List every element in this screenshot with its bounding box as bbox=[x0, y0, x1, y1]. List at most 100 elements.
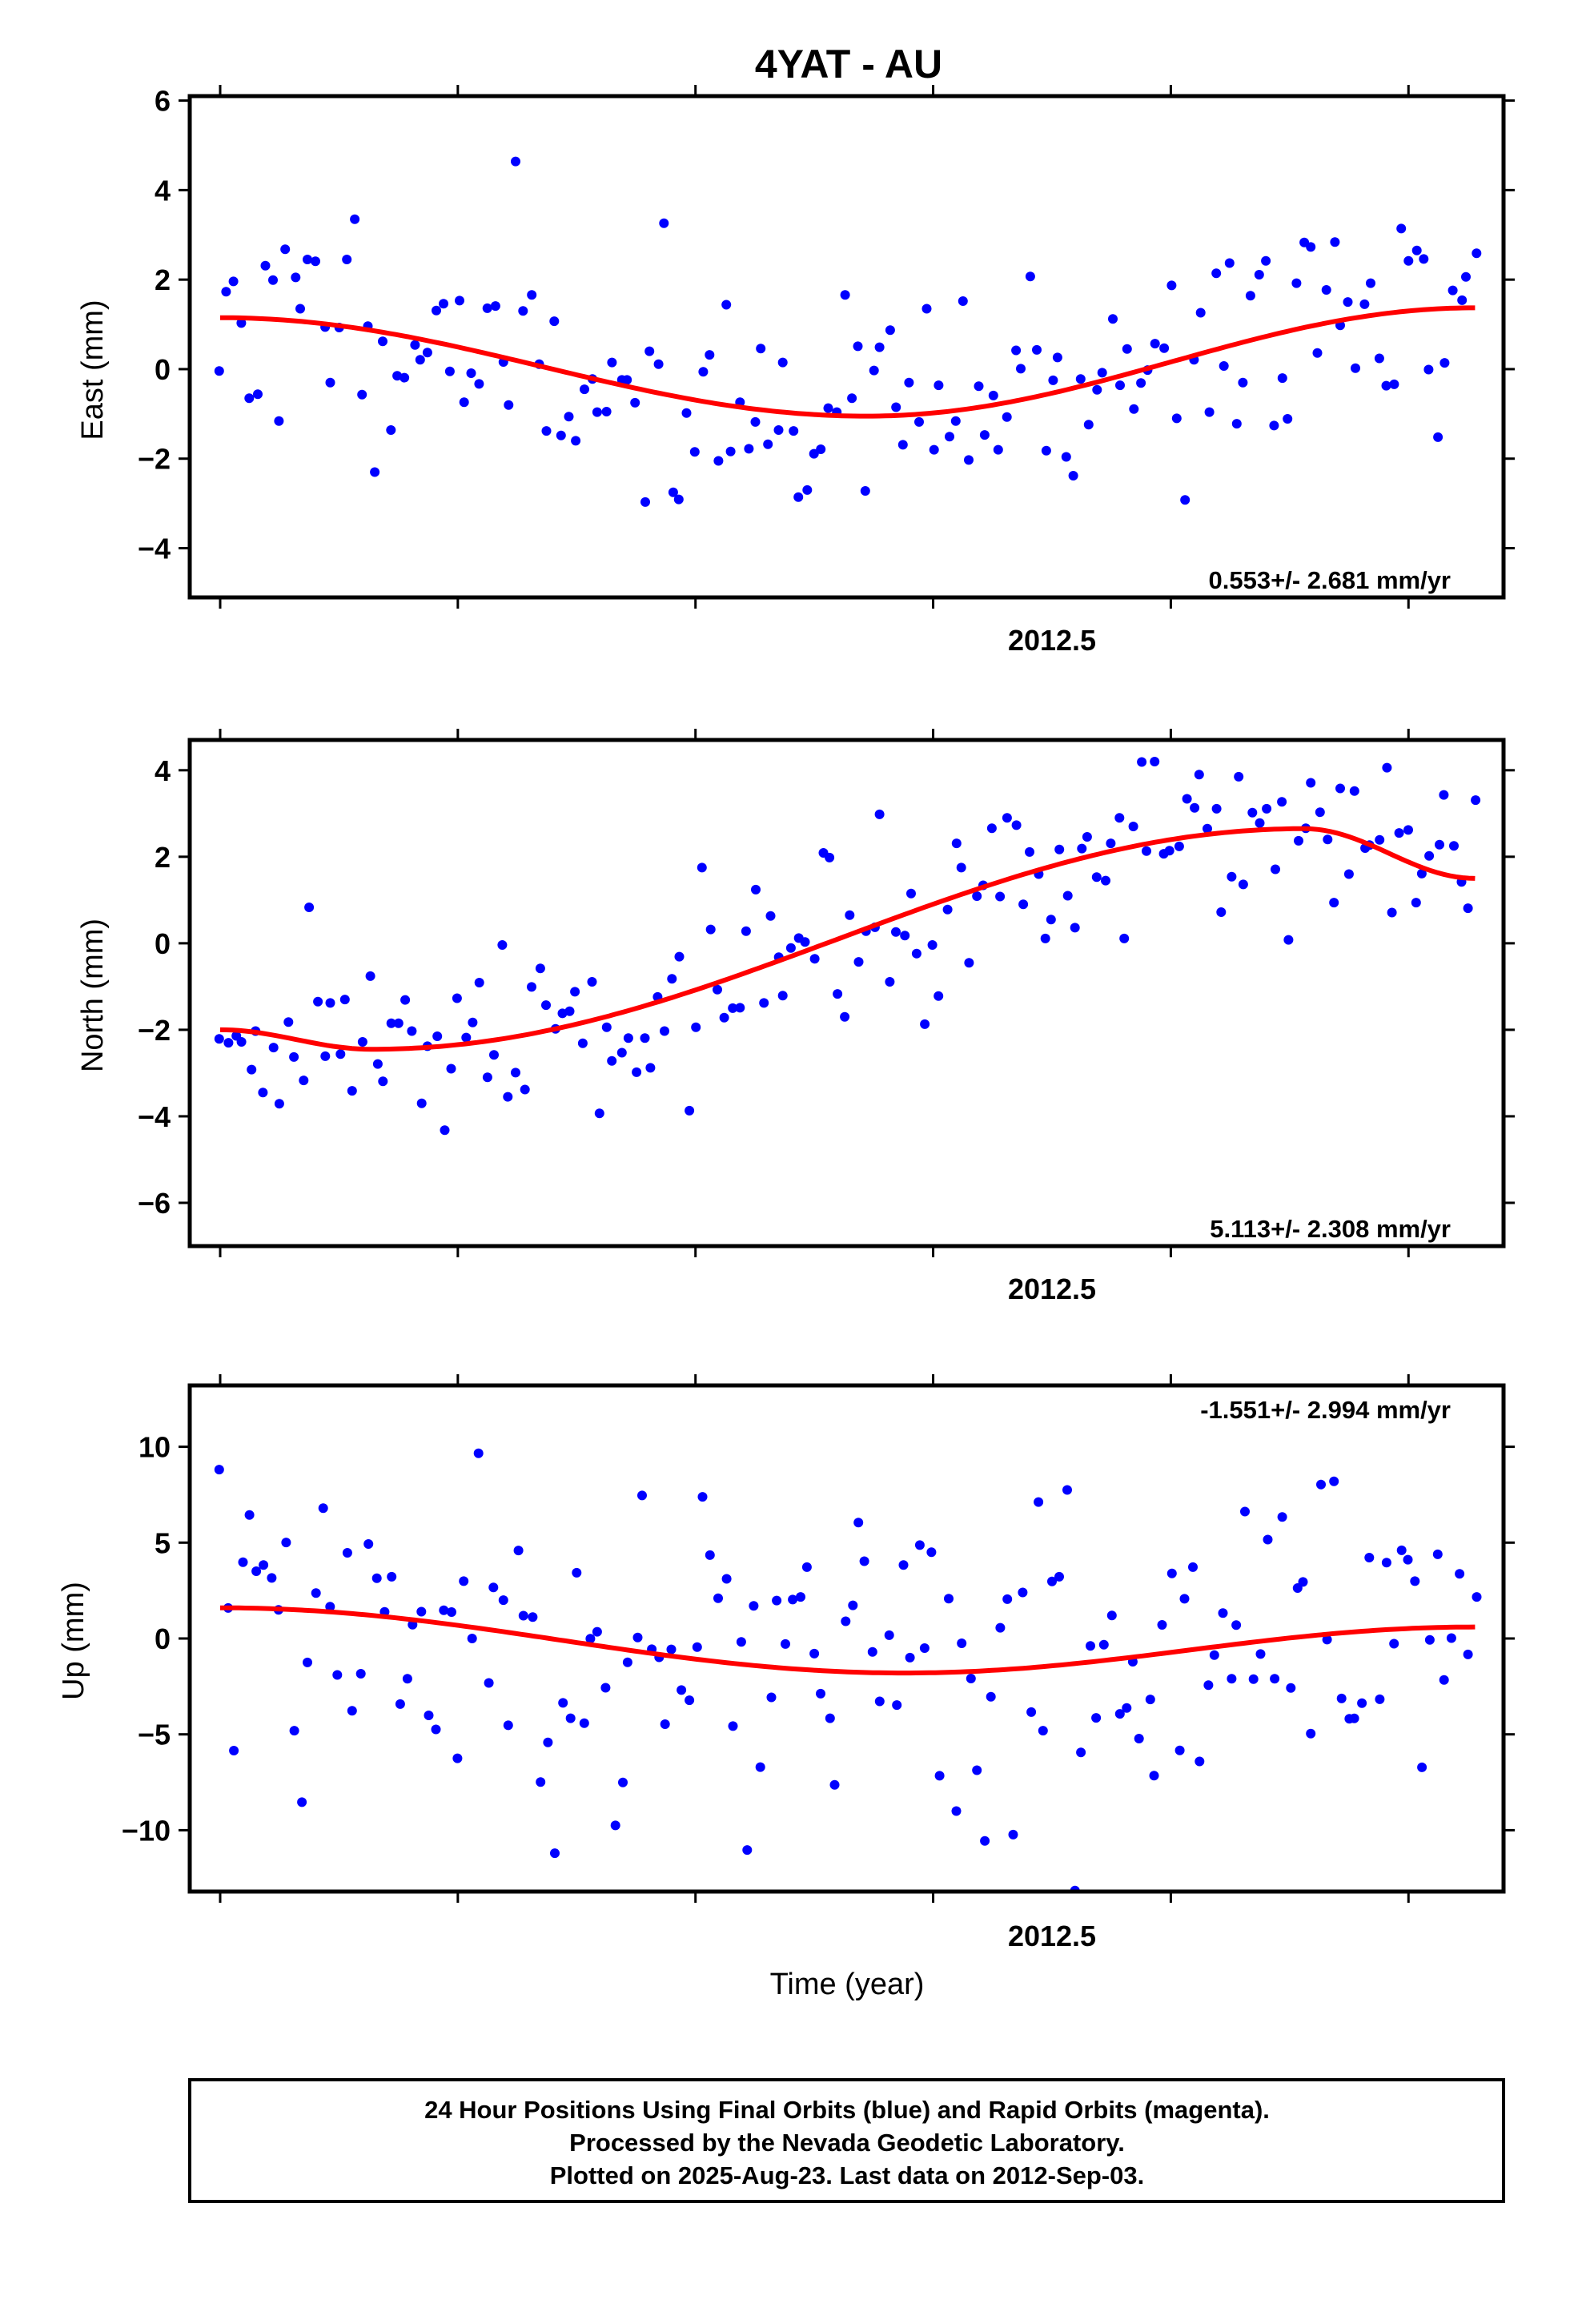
north-data-point bbox=[440, 1125, 450, 1136]
east-data-point bbox=[853, 341, 863, 352]
east-data-point bbox=[1108, 314, 1118, 324]
north-data-point bbox=[759, 998, 769, 1008]
north-data-point bbox=[1082, 832, 1092, 842]
north-data-point bbox=[667, 974, 677, 984]
east-data-point bbox=[1092, 384, 1102, 395]
east-data-point bbox=[415, 355, 425, 365]
up-data-point bbox=[825, 1713, 835, 1723]
east-fit-curve bbox=[220, 305, 1476, 419]
up-data-point bbox=[1424, 1634, 1435, 1645]
up-data-point bbox=[1209, 1650, 1219, 1660]
north-data-point bbox=[972, 891, 982, 901]
up-rate-label: -1.551+/- 2.994 mm/yr bbox=[1200, 1396, 1451, 1424]
up-y-tick-label: −5 bbox=[138, 1719, 171, 1751]
north-data-point bbox=[1119, 933, 1130, 943]
up-data-point bbox=[387, 1571, 397, 1582]
up-data-point bbox=[796, 1592, 805, 1602]
east-data-point bbox=[592, 407, 602, 417]
east-data-point bbox=[934, 380, 944, 391]
up-data-point bbox=[622, 1657, 632, 1667]
east-data-point bbox=[1321, 285, 1331, 295]
north-data-point bbox=[1247, 807, 1258, 818]
up-frame bbox=[187, 1383, 1506, 1894]
up-data-point bbox=[1439, 1675, 1449, 1685]
east-data-point bbox=[1052, 352, 1062, 363]
north-data-point bbox=[956, 862, 966, 873]
up-data-point bbox=[1240, 1506, 1250, 1517]
up-data-point bbox=[1263, 1534, 1273, 1545]
north-data-point bbox=[461, 1032, 472, 1043]
east-data-point bbox=[474, 379, 484, 389]
east-data-point bbox=[793, 492, 804, 502]
up-data-point bbox=[859, 1556, 869, 1566]
east-data-point bbox=[653, 359, 664, 369]
north-data-point bbox=[964, 958, 974, 968]
up-data-point bbox=[1381, 1558, 1391, 1568]
north-data-point bbox=[1174, 841, 1184, 851]
east-data-point bbox=[1269, 420, 1279, 431]
up-data-point bbox=[914, 1540, 925, 1550]
up-data-point bbox=[742, 1845, 753, 1856]
north-data-point bbox=[906, 888, 916, 899]
footer-line-1: 24 Hour Positions Using Final Orbits (bl… bbox=[424, 2096, 1270, 2124]
north-data-point bbox=[785, 943, 796, 953]
up-data-point bbox=[332, 1670, 343, 1680]
up-y-tick-label: 10 bbox=[139, 1431, 171, 1464]
up-data-point bbox=[1195, 1756, 1205, 1767]
east-data-point bbox=[921, 304, 932, 314]
north-data-point bbox=[1182, 794, 1192, 804]
up-data-point bbox=[1463, 1649, 1473, 1659]
up-data-point bbox=[1018, 1587, 1028, 1598]
east-data-point bbox=[673, 494, 684, 505]
east-data-point bbox=[874, 342, 885, 352]
east-data-point bbox=[644, 346, 655, 356]
north-panel: 5.113+/- 2.308 mm/yr North (mm) 2012.5 4… bbox=[76, 729, 1515, 1305]
east-data-point bbox=[386, 425, 396, 435]
east-data-point bbox=[1283, 414, 1293, 424]
north-data-point bbox=[1349, 786, 1359, 796]
up-data-point bbox=[1188, 1562, 1198, 1572]
north-data-point bbox=[247, 1064, 257, 1075]
east-data-point bbox=[929, 444, 939, 455]
north-data-point bbox=[325, 998, 335, 1008]
up-data-point bbox=[1086, 1641, 1095, 1651]
east-data-point bbox=[725, 446, 736, 456]
up-data-point bbox=[1047, 1576, 1057, 1586]
up-y-tick-label: 5 bbox=[155, 1526, 171, 1559]
north-data-point bbox=[1255, 818, 1265, 828]
east-rate-label: 0.553+/- 2.681 mm/yr bbox=[1209, 566, 1451, 594]
up-data-point bbox=[543, 1737, 553, 1747]
up-data-point bbox=[1166, 1568, 1177, 1578]
north-data-point bbox=[891, 927, 901, 937]
north-data-point bbox=[1387, 907, 1397, 918]
east-data-point bbox=[541, 426, 552, 436]
east-data-point bbox=[988, 390, 998, 400]
north-data-point bbox=[719, 1012, 729, 1023]
up-data-point bbox=[610, 1820, 620, 1831]
up-data-point bbox=[1472, 1592, 1482, 1602]
north-data-point bbox=[452, 993, 462, 1003]
north-data-point bbox=[741, 926, 751, 936]
up-data-point bbox=[721, 1574, 732, 1584]
up-data-point bbox=[829, 1779, 840, 1790]
up-data-point bbox=[281, 1538, 291, 1548]
north-data-point bbox=[1435, 839, 1444, 850]
east-panel: 0.553+/- 2.681 mm/yr East (mm) 2012.5 6 4… bbox=[76, 85, 1515, 657]
north-data-point bbox=[900, 931, 910, 941]
north-data-point bbox=[1091, 872, 1102, 883]
up-data-point bbox=[926, 1547, 937, 1558]
north-data-point bbox=[1106, 838, 1116, 849]
up-data-point bbox=[1255, 1649, 1266, 1659]
up-data-point bbox=[402, 1674, 412, 1684]
east-data-point bbox=[1439, 358, 1450, 368]
north-data-point bbox=[1077, 843, 1087, 854]
north-frame bbox=[187, 738, 1506, 1248]
north-data-point bbox=[1283, 935, 1294, 945]
up-data-point bbox=[1091, 1713, 1102, 1723]
east-data-point bbox=[950, 416, 961, 426]
up-data-point bbox=[1054, 1571, 1064, 1582]
east-data-point bbox=[214, 366, 224, 376]
east-data-point bbox=[422, 348, 432, 358]
east-data-point bbox=[809, 448, 819, 459]
